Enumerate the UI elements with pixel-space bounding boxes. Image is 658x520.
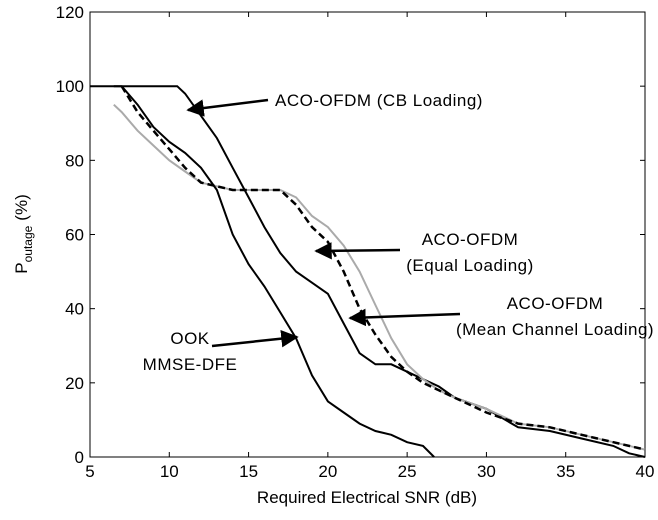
- annotation: ACO-OFDM: [507, 294, 604, 313]
- series-line: [90, 85, 646, 458]
- x-axis-label: Required Electrical SNR (dB): [257, 488, 477, 507]
- x-tick-label: 40: [636, 462, 655, 481]
- y-label-unit: (%): [12, 194, 31, 220]
- x-tick-label: 25: [398, 462, 417, 481]
- annotation-arrow: [211, 329, 299, 348]
- annotation: (Mean Channel Loading): [456, 320, 654, 339]
- annotation: (Equal Loading): [406, 256, 534, 275]
- annotation: ACO-OFDM: [422, 230, 519, 249]
- annotation-arrow: [314, 242, 401, 260]
- y-label-main: P: [12, 262, 31, 273]
- annotation: ACO-OFDM (CB Loading): [275, 91, 483, 110]
- x-tick-label: 30: [477, 462, 496, 481]
- x-tick-label: 35: [556, 462, 575, 481]
- y-tick-label: 60: [65, 226, 84, 245]
- y-tick-label: 80: [65, 151, 84, 170]
- x-tick-label: 10: [160, 462, 179, 481]
- series-line: [113, 103, 646, 451]
- series-line: [120, 85, 646, 451]
- x-tick-label: 15: [239, 462, 258, 481]
- annotation-arrow: [348, 308, 461, 327]
- y-tick-label: 120: [56, 3, 84, 22]
- x-tick-label: 5: [85, 462, 94, 481]
- x-tick-label: 20: [318, 462, 337, 481]
- y-axis-label: Poutage (%): [12, 194, 35, 274]
- y-label-sub: outage: [21, 225, 35, 262]
- y-tick-label: 0: [75, 448, 84, 467]
- y-tick-label: 100: [56, 77, 84, 96]
- annotation-arrow: [186, 98, 269, 117]
- y-tick-label: 40: [65, 300, 84, 319]
- series-line: [113, 85, 435, 458]
- annotation: MMSE-DFE: [143, 355, 238, 374]
- annotation: OOK: [170, 329, 209, 348]
- plot-frame: [89, 11, 646, 458]
- y-tick-label: 20: [65, 374, 84, 393]
